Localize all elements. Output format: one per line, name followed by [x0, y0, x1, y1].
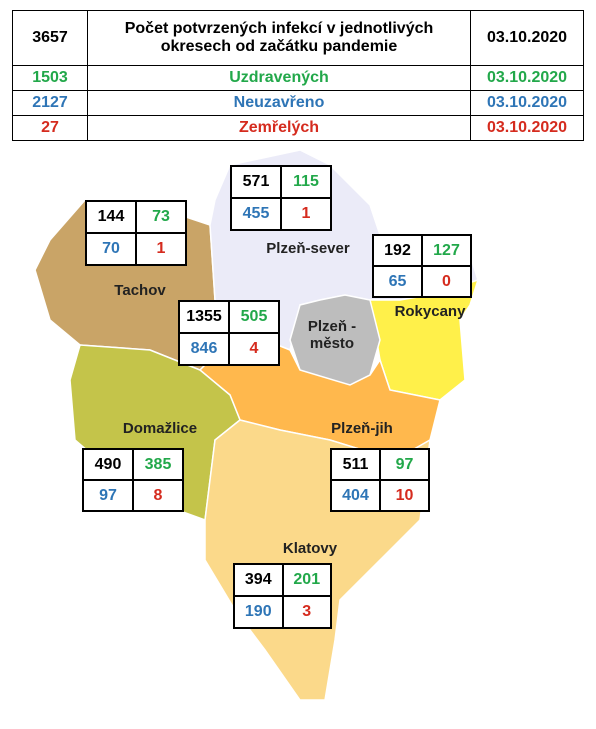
district-active: 65 — [373, 266, 422, 297]
district-name: Tachov — [114, 282, 166, 299]
district-deaths: 1 — [281, 198, 331, 230]
district-name: Plzeň-jih — [331, 420, 393, 437]
district-confirmed: 511 — [331, 449, 380, 480]
district-recovered: 97 — [380, 449, 429, 480]
district-box: 192 127 65 0 — [372, 234, 472, 298]
district-recovered: 201 — [282, 564, 331, 596]
district-confirmed: 490 — [83, 449, 133, 480]
district-deaths: 8 — [133, 480, 183, 511]
district-deaths: 4 — [229, 333, 279, 365]
district-box: 144 73 70 1 — [85, 200, 187, 266]
summary-row: 1503 Uzdravených 03.10.2020 — [12, 65, 584, 91]
district-box: 490 385 97 8 — [82, 448, 184, 512]
district-deaths: 10 — [380, 480, 429, 511]
summary-cell: 03.10.2020 — [470, 115, 584, 141]
summary-cell: 03.10.2020 — [470, 10, 584, 66]
summary-cell: 27 — [12, 115, 88, 141]
district-deaths: 3 — [282, 596, 331, 628]
district-recovered: 505 — [229, 301, 279, 333]
summary-row: 27 Zemřelých 03.10.2020 — [12, 115, 584, 141]
district-active: 846 — [179, 333, 229, 365]
summary-cell: Neuzavřeno — [87, 90, 471, 116]
district-name: Plzeň-sever — [266, 240, 350, 257]
district-box: 571 115 455 1 — [230, 165, 332, 231]
district-recovered: 127 — [422, 235, 471, 266]
district-confirmed: 192 — [373, 235, 422, 266]
district-deaths: 1 — [136, 233, 186, 265]
district-active: 70 — [86, 233, 136, 265]
district-deaths: 0 — [422, 266, 471, 297]
district-active: 97 — [83, 480, 133, 511]
summary-cell: Počet potvrzených infekcí v jednotlivých… — [87, 10, 471, 66]
district-confirmed: 1355 — [179, 301, 229, 333]
district-confirmed: 571 — [231, 166, 281, 198]
district-name: Rokycany — [394, 303, 466, 320]
district-box: 1355 505 846 4 — [178, 300, 280, 366]
summary-cell: 1503 — [12, 65, 88, 91]
summary-cell: 2127 — [12, 90, 88, 116]
district-name: Plzeň -město — [307, 318, 357, 352]
district-recovered: 385 — [133, 449, 183, 480]
district-confirmed: 394 — [234, 564, 283, 596]
summary-row: 3657 Počet potvrzených infekcí v jednotli… — [12, 10, 584, 66]
district-recovered: 115 — [281, 166, 331, 198]
district-active: 455 — [231, 198, 281, 230]
district-confirmed: 144 — [86, 201, 136, 233]
district-active: 190 — [234, 596, 283, 628]
district-name: Domažlice — [122, 420, 198, 437]
summary-cell: 3657 — [12, 10, 88, 66]
summary-table: 3657 Počet potvrzených infekcí v jednotli… — [12, 10, 584, 141]
district-box: 511 97 404 10 — [330, 448, 430, 512]
district-active: 404 — [331, 480, 380, 511]
district-name: Klatovy — [282, 540, 338, 557]
district-box: 394 201 190 3 — [233, 563, 332, 629]
district-recovered: 73 — [136, 201, 186, 233]
summary-cell: Zemřelých — [87, 115, 471, 141]
